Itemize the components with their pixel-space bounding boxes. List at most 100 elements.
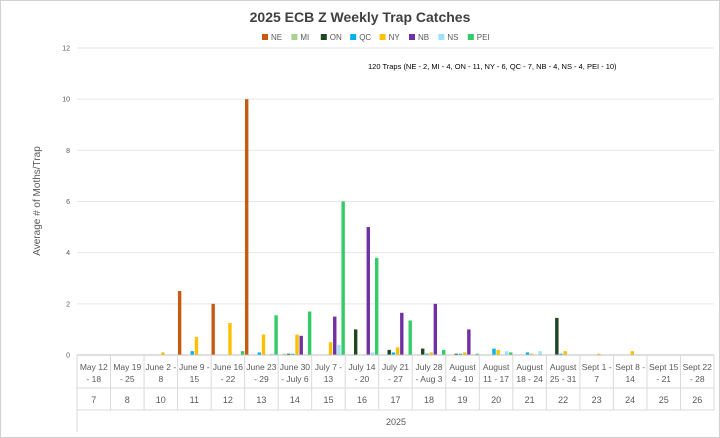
bar-qc-week-13 <box>257 352 261 355</box>
x-category-label-line1: July 28 <box>416 362 443 372</box>
legend-swatch-on <box>320 34 327 40</box>
x-category-label-line1: June 23 <box>246 362 277 372</box>
bar-ny-week-22 <box>563 351 567 355</box>
bar-ny-week-10 <box>161 352 165 355</box>
x-category-label-line2: 25 - 31 <box>550 374 577 384</box>
bar-qc-week-18 <box>425 353 429 355</box>
x-category-label-line1: June 30 <box>280 362 311 372</box>
x-week-number-label: 7 <box>91 395 96 405</box>
y-tick-label: 2 <box>66 301 70 308</box>
legend-label-ny: NY <box>389 33 401 42</box>
bar-ns-week-20 <box>504 351 509 355</box>
legend-swatch-pei <box>467 34 474 40</box>
x-category-label-line1: June 16 <box>213 362 244 372</box>
bar-ne-week-12 <box>211 303 215 355</box>
bar-on-week-22 <box>555 317 559 355</box>
x-week-number-label: 24 <box>625 395 635 405</box>
legend-label-pei: PEI <box>477 33 490 42</box>
bar-on-week-19 <box>454 353 458 355</box>
x-category-label-line1: July 21 <box>382 362 409 372</box>
x-category-label-line1: Sept 22 <box>683 362 713 372</box>
bar-nb-week-19 <box>467 329 471 355</box>
trap-count-annotation: 120 Traps (NE - 2, MI - 4, ON - 11, NY -… <box>368 62 617 71</box>
x-week-number-label: 21 <box>525 395 535 405</box>
legend-label-ne: NE <box>271 33 282 42</box>
legend-swatch-ns <box>438 34 445 40</box>
x-category-label-line2: - 22 <box>221 374 236 384</box>
legend-swatch-nb <box>409 34 415 40</box>
x-category-label-line2: 13 <box>324 374 334 384</box>
bar-nb-week-14 <box>299 335 303 355</box>
bar-ny-week-13 <box>261 334 266 355</box>
bars <box>161 99 634 356</box>
bar-qc-week-14 <box>291 353 295 355</box>
y-axis-title: Average # of Moths/Trap <box>32 146 43 256</box>
x-category-label-line1: August <box>449 362 476 372</box>
x-week-number-label: 16 <box>357 395 367 405</box>
y-tick-label: 6 <box>66 199 70 206</box>
bar-qc-week-11 <box>190 351 194 355</box>
bar-on-week-18 <box>421 348 425 355</box>
bar-ny-week-18 <box>429 352 433 355</box>
x-week-number-label: 8 <box>125 395 130 405</box>
bar-nb-week-16 <box>366 227 370 355</box>
bar-qc-week-22 <box>559 353 563 355</box>
x-category-label-line2: 11 - 17 <box>483 374 509 384</box>
x-week-number-label: 20 <box>491 395 501 405</box>
x-category-label-line1: June 9 - <box>179 362 210 372</box>
x-axis-year-label: 2025 <box>386 417 406 427</box>
bar-nb-week-15 <box>333 316 337 355</box>
bar-on-week-14 <box>286 353 291 355</box>
legend-label-qc: QC <box>359 33 371 42</box>
x-category-label-line2: - July 6 <box>281 374 309 384</box>
x-axis: May 12 - 18 7 May 19 - 25 8 June 2 - 8 10 June 9 … <box>76 354 715 432</box>
legend-label-on: ON <box>330 33 342 42</box>
legend-swatch-qc <box>350 34 357 40</box>
legend-swatch-ne <box>262 34 268 40</box>
legend-label-ns: NS <box>447 33 458 42</box>
x-week-number-label: 15 <box>323 395 333 405</box>
bar-ny-week-23 <box>597 353 601 355</box>
gridlines <box>77 47 714 305</box>
bar-qc-week-17 <box>391 352 396 355</box>
bar-pei-week-12 <box>240 351 245 355</box>
bar-pei-week-20 <box>509 352 513 355</box>
y-tick-label: 4 <box>66 250 70 257</box>
bar-pei-week-16 <box>374 257 379 355</box>
y-tick-label: 0 <box>66 353 70 360</box>
bar-pei-week-18 <box>442 349 446 355</box>
x-week-number-label: 25 <box>659 395 669 405</box>
x-category-label-line2: - 21 <box>656 374 671 384</box>
bar-ns-week-13 <box>270 353 274 355</box>
bar-on-week-16 <box>353 329 358 355</box>
y-tick-label: 12 <box>62 46 70 53</box>
bar-pei-week-14 <box>307 311 312 355</box>
bar-on-week-17 <box>387 349 391 355</box>
x-category-label-line2: 8 <box>158 374 163 384</box>
x-week-number-label: 17 <box>390 395 400 405</box>
x-week-number-label: 22 <box>558 395 568 405</box>
x-category-label-line2: 7 <box>594 374 599 384</box>
x-category-label-line1: May 19 <box>113 362 141 372</box>
bar-ns-week-21 <box>538 351 542 355</box>
bar-qc-week-20 <box>492 348 496 355</box>
x-category-label-line2: - 25 <box>120 374 135 384</box>
chart-title: 2025 ECB Z Weekly Trap Catches <box>250 9 471 25</box>
bar-pei-week-15 <box>341 201 345 355</box>
bar-pei-week-13 <box>274 315 278 355</box>
bar-ny-week-19 <box>462 352 467 355</box>
bar-ns-week-15 <box>337 344 341 355</box>
x-category-label-line2: - 20 <box>355 374 370 384</box>
bar-qc-week-19 <box>458 353 463 355</box>
x-week-number-label: 13 <box>256 395 266 405</box>
x-week-number-label: 11 <box>190 395 199 405</box>
legend: NE MI ON QC NY NB NS PEI <box>262 33 490 42</box>
bar-nb-week-18 <box>433 303 438 355</box>
x-week-number-label: 12 <box>223 395 233 405</box>
x-category-label-line2: - 29 <box>254 374 269 384</box>
bar-qc-week-21 <box>525 352 530 355</box>
bar-ne-week-11 <box>177 291 182 355</box>
x-category-label-line1: Sept 8 - <box>615 362 645 372</box>
bar-ne-week-13 <box>244 99 249 356</box>
